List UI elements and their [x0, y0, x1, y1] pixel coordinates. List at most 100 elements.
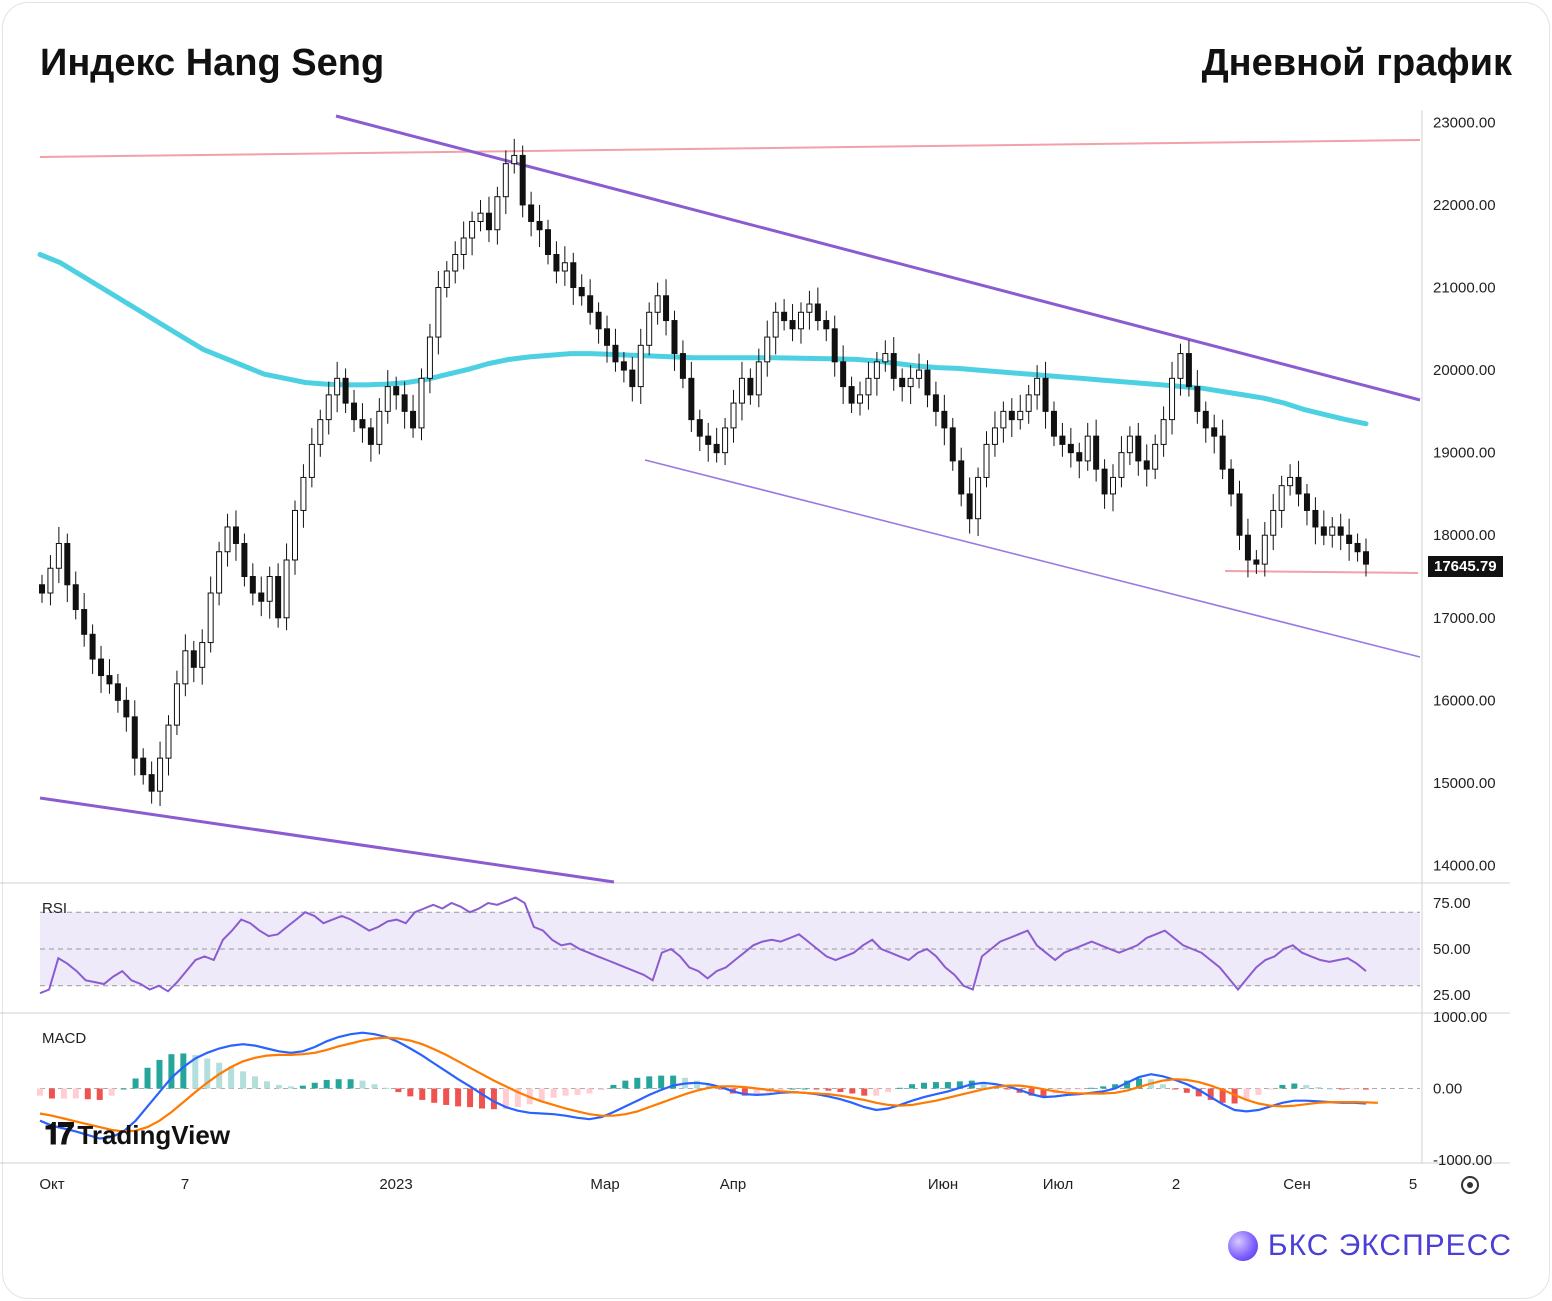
candle-body — [1152, 443, 1159, 470]
macd-histogram-bar — [789, 1088, 796, 1090]
rsi-tick-label: 75.00 — [1433, 895, 1471, 912]
candle-body — [671, 320, 678, 355]
macd-histogram-bar — [980, 1082, 987, 1089]
y-tick-label: 21000.00 — [1433, 280, 1496, 297]
candle-body — [64, 542, 71, 586]
candle-body — [1278, 485, 1285, 511]
candle-body — [1228, 468, 1235, 495]
macd-histogram-bar — [944, 1082, 951, 1089]
candle-body — [663, 295, 670, 322]
candle-body — [1303, 493, 1310, 511]
macd-histogram-bar — [1004, 1088, 1011, 1090]
candle-body — [317, 419, 324, 445]
macd-histogram-bar — [467, 1088, 474, 1108]
candle-body — [747, 377, 754, 396]
candle-body — [882, 353, 889, 363]
macd-histogram-bar — [371, 1084, 378, 1089]
macd-histogram-bar — [622, 1080, 629, 1089]
candle-body — [1261, 534, 1268, 565]
macd-histogram-bar — [1243, 1088, 1250, 1100]
candle-body — [1354, 542, 1361, 553]
candle-body — [949, 427, 956, 462]
y-tick-label: 18000.00 — [1433, 527, 1496, 544]
x-tick-label: Июл — [1043, 1176, 1073, 1193]
macd-histogram-bar — [1040, 1088, 1047, 1097]
candle-body — [595, 311, 602, 330]
candle-body — [367, 427, 374, 445]
candle-body — [654, 295, 661, 313]
candle-body — [823, 320, 830, 330]
candle-body — [536, 220, 543, 231]
candle-body — [1211, 427, 1218, 437]
candle-body — [1059, 435, 1066, 445]
candle-body — [1287, 476, 1294, 487]
candle-body — [932, 394, 939, 412]
candle-body — [983, 443, 990, 478]
candle-body — [646, 311, 653, 346]
candle-body — [738, 377, 745, 404]
macd-histogram-bar — [168, 1054, 175, 1089]
y-tick-label: 16000.00 — [1433, 692, 1496, 709]
candle-body — [561, 262, 568, 272]
candle-body — [1219, 435, 1226, 470]
candle-body — [781, 311, 788, 322]
y-tick-label: 19000.00 — [1433, 445, 1496, 462]
x-tick-label: Июн — [928, 1176, 958, 1193]
candle-body — [848, 386, 855, 404]
y-tick-label: 17000.00 — [1433, 610, 1496, 627]
macd-histogram-bar — [598, 1088, 605, 1090]
candle-body — [1008, 410, 1015, 421]
x-tick-label: Апр — [720, 1176, 746, 1193]
candle-body — [772, 311, 779, 338]
candle-body — [578, 287, 585, 297]
macd-histogram-bar — [932, 1082, 939, 1089]
candle-body — [47, 567, 54, 594]
candle-body — [1320, 526, 1327, 536]
candle-body — [730, 402, 737, 429]
candle-body — [401, 394, 408, 412]
candle-body — [1253, 559, 1260, 565]
macd-histogram-bar — [48, 1088, 55, 1099]
macd-line — [39, 1031, 1367, 1140]
candle-body — [924, 369, 931, 396]
candle-body — [1042, 377, 1049, 412]
candle-body — [755, 361, 762, 396]
macd-histogram-bar — [1219, 1088, 1226, 1103]
macd-histogram-bar — [228, 1067, 235, 1089]
macd-tick-label: 1000.00 — [1433, 1009, 1487, 1026]
candle-body — [1169, 377, 1176, 421]
candle-body — [1337, 526, 1344, 536]
candle-body — [764, 336, 771, 363]
candle-body — [157, 757, 164, 792]
candle-body — [797, 311, 804, 330]
macd-histogram-bar — [670, 1075, 677, 1089]
macd-histogram-bar — [1339, 1088, 1346, 1090]
macd-histogram-bar — [1291, 1083, 1298, 1089]
rsi-tick-label: 25.00 — [1433, 987, 1471, 1004]
candle-body — [199, 642, 206, 668]
candle-body — [224, 526, 231, 553]
x-tick-label: Окт — [39, 1176, 64, 1193]
settings-icon-center — [1467, 1182, 1473, 1188]
candle-body — [359, 419, 366, 429]
last-price-tag: 17645.79 — [1428, 556, 1503, 577]
macd-histogram-bar — [741, 1088, 748, 1096]
macd-tick-label: 0.00 — [1433, 1081, 1462, 1098]
tradingview-logo-icon: 𝟏𝟕 — [44, 1118, 74, 1151]
ma200-line — [37, 252, 1369, 427]
candle-body — [165, 724, 172, 759]
candle-body — [612, 344, 619, 363]
candle-body — [991, 427, 998, 445]
macd-tick-label: -1000.00 — [1433, 1152, 1492, 1169]
candle-body — [1295, 476, 1302, 495]
chart-timeframe: Дневной график — [1201, 42, 1512, 84]
candle-body — [477, 212, 484, 222]
macd-histogram-bar — [120, 1088, 127, 1090]
macd-histogram-bar — [574, 1088, 581, 1095]
macd-histogram-bar — [694, 1080, 701, 1089]
macd-histogram-bar — [431, 1088, 438, 1103]
candle-body — [351, 402, 358, 421]
macd-histogram-bar — [1171, 1088, 1178, 1090]
x-tick-label: Сен — [1283, 1176, 1310, 1193]
